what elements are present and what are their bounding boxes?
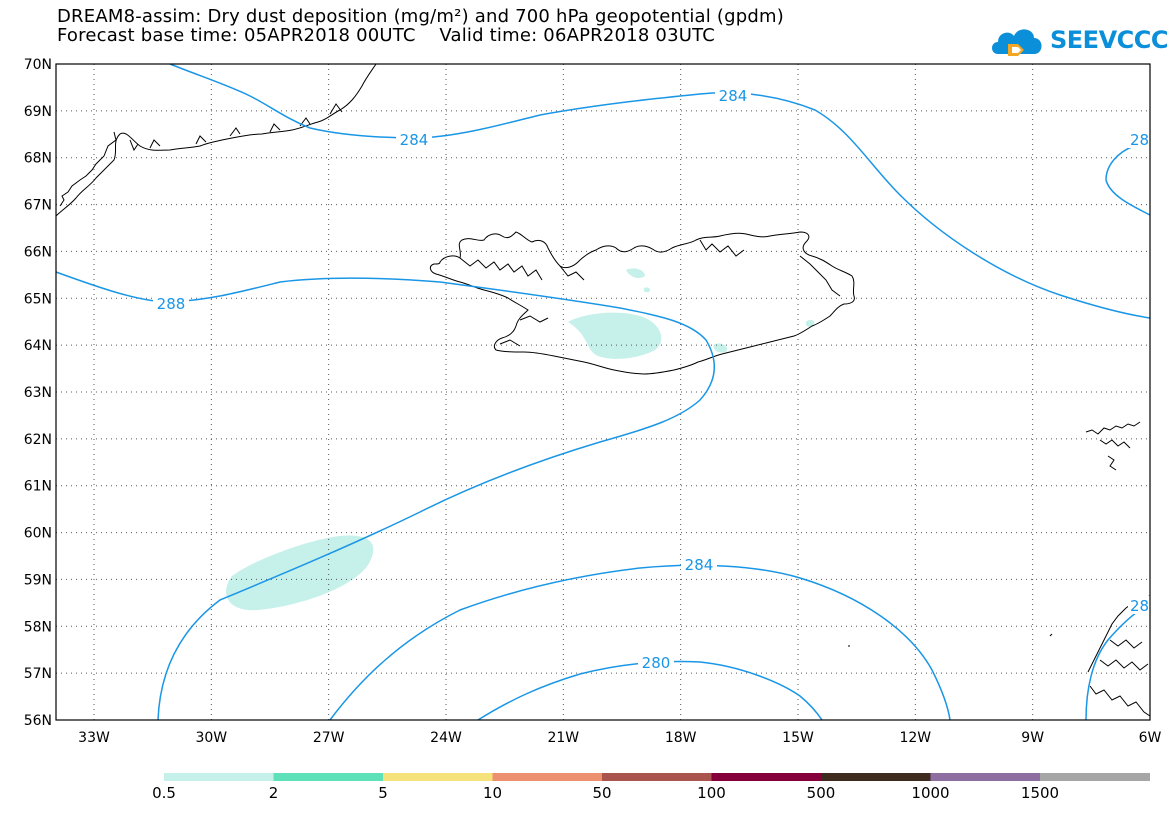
colorbar-swatch <box>492 773 603 781</box>
colorbar-label: 50 <box>592 784 611 802</box>
colorbar-label: 1000 <box>911 784 949 802</box>
colorbar-swatch <box>164 773 274 781</box>
lon-tick-label: 27W <box>313 730 345 746</box>
lat-tick-label: 63N <box>24 385 52 401</box>
lat-tick-label: 65N <box>24 291 52 307</box>
contour-280-south <box>477 660 823 721</box>
contour-284-south <box>329 564 951 721</box>
contour-label: 284 <box>685 556 714 574</box>
colorbar-label: 1500 <box>1021 784 1059 802</box>
colorbar-label: 2 <box>269 784 279 802</box>
lat-tick-label: 57N <box>24 666 52 682</box>
colorbar-swatch <box>383 773 493 781</box>
colorbar-swatch <box>602 773 712 781</box>
colorbar-label: 10 <box>483 784 502 802</box>
greenland-coast <box>55 63 377 217</box>
contour-28-edge-top <box>1105 145 1151 216</box>
colorbar-labels: 0.5 2 5 10 50 100 500 1000 1500 <box>152 784 1059 802</box>
contour-label: 28 <box>1130 597 1149 615</box>
contour-label: 288 <box>157 295 186 313</box>
lat-tick-label: 69N <box>24 104 52 120</box>
contour-284-north <box>169 63 1151 319</box>
colorbar-swatch <box>821 773 931 781</box>
dust-patch-iceland-dot <box>643 287 651 293</box>
lat-tick-label: 56N <box>24 713 52 729</box>
dust-patch-iceland-small <box>713 343 728 353</box>
lon-tick-label: 18W <box>665 730 697 746</box>
colorbar-label: 5 <box>378 784 388 802</box>
colorbar-swatch <box>930 773 1041 781</box>
lon-tick-label: 33W <box>78 730 110 746</box>
colorbar-swatch <box>1040 773 1150 781</box>
lon-tick-label: 9W <box>1021 730 1044 746</box>
colorbar-label: 100 <box>697 784 726 802</box>
iceland-coast-fringe <box>459 239 841 347</box>
dust-patch-iceland-south <box>568 312 662 359</box>
dust-deposition-areas <box>226 268 815 611</box>
lat-tick-label: 58N <box>24 619 52 635</box>
faroe-islands <box>1085 421 1141 471</box>
logo-text: SEEVCCC <box>1050 26 1169 54</box>
lat-tick-label: 70N <box>24 57 52 73</box>
dust-patch-atlantic <box>226 535 374 611</box>
lon-tick-label: 24W <box>430 730 462 746</box>
seevccc-logo: SEEVCCC <box>988 20 1169 60</box>
contour-label: 280 <box>642 654 671 672</box>
chart-subtitle: Forecast base time: 05APR2018 00UTC Vali… <box>57 25 716 46</box>
geopotential-contours <box>55 63 1151 721</box>
colorbar-swatch <box>273 773 384 781</box>
colorbar <box>164 773 1150 781</box>
colorbar-label: 500 <box>807 784 836 802</box>
colorbar-swatch <box>711 773 822 781</box>
latitude-labels: 70N 69N 68N 67N 66N 65N 64N 63N 62N 61N 60N 59N 58N 5… <box>24 57 52 729</box>
coastlines <box>55 63 1151 717</box>
dust-patch-iceland-north <box>626 268 645 278</box>
lat-tick-label: 59N <box>24 572 52 588</box>
lat-tick-label: 64N <box>24 338 52 354</box>
dust-patch-iceland-east <box>805 319 815 327</box>
scotland-coast <box>848 595 1151 717</box>
map-frame <box>55 63 1151 721</box>
cloud-icon <box>992 29 1042 56</box>
lon-tick-label: 30W <box>195 730 227 746</box>
lat-tick-label: 68N <box>24 151 52 167</box>
contour-288-west <box>55 271 716 721</box>
lon-tick-label: 6W <box>1139 730 1162 746</box>
lat-tick-label: 62N <box>24 432 52 448</box>
contour-labels: 284 284 28 288 284 280 28 <box>153 86 1150 672</box>
lat-tick-label: 61N <box>24 479 52 495</box>
colorbar-label: 0.5 <box>152 784 176 802</box>
contour-label: 284 <box>719 87 748 105</box>
lat-lon-grid <box>56 64 1150 720</box>
chart-title: DREAM8-assim: Dry dust deposition (mg/m²… <box>57 6 784 27</box>
greenland-coast-fringe <box>59 103 343 207</box>
lat-tick-label: 60N <box>24 526 52 542</box>
lon-tick-label: 12W <box>899 730 931 746</box>
lon-tick-label: 21W <box>547 730 579 746</box>
longitude-labels: 33W 30W 27W 24W 21W 18W 15W 12W 9W 6W <box>78 730 1161 746</box>
contour-label: 284 <box>400 131 429 149</box>
lon-tick-label: 15W <box>782 730 814 746</box>
lat-tick-label: 67N <box>24 198 52 214</box>
contour-label: 28 <box>1130 131 1149 149</box>
lat-tick-label: 66N <box>24 244 52 260</box>
